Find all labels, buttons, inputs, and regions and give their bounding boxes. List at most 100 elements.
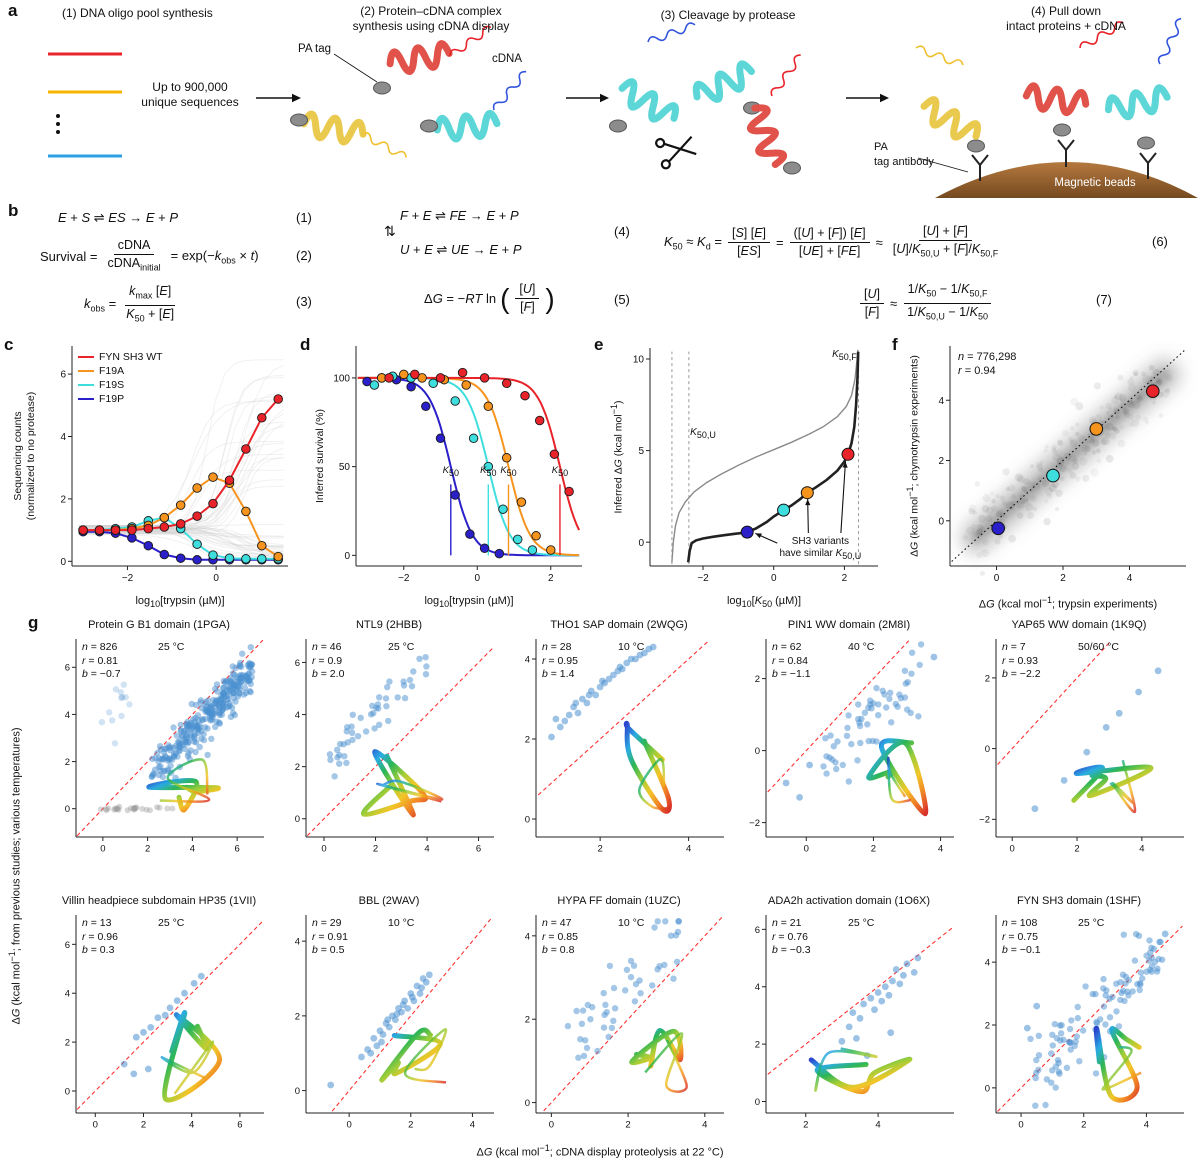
variant-point bbox=[841, 447, 855, 461]
legend-item: F19S bbox=[78, 378, 163, 392]
svg-text:−2: −2 bbox=[697, 573, 709, 584]
outlier-points bbox=[98, 681, 133, 747]
scatter-points bbox=[782, 653, 938, 801]
panel-label-f: f bbox=[892, 335, 898, 354]
annotation: K50 bbox=[442, 465, 459, 478]
equation-3-lhs: kobs = bbox=[84, 296, 117, 314]
svg-text:0: 0 bbox=[525, 1098, 530, 1109]
stats-block: n = 46 r = 0.9 b = 2.0 bbox=[312, 641, 345, 680]
g-subplot-1: Protein G B1 domain (1PGA) 0 2 4 6 0 2 4 6 n = 82… bbox=[46, 618, 272, 870]
step1-caption-line1: Up to 900,000 bbox=[152, 80, 228, 94]
stats-block: n = 21 r = 0.76 b = −0.3 bbox=[772, 917, 811, 956]
arrow-step1-to-step2 bbox=[256, 93, 301, 103]
oligo-pool-lines bbox=[48, 52, 122, 158]
zero-stability-points bbox=[97, 803, 176, 814]
svg-text:4: 4 bbox=[525, 931, 530, 942]
svg-text:0: 0 bbox=[771, 573, 777, 584]
g-subplot-title: Protein G B1 domain (1PGA) bbox=[88, 619, 230, 631]
protein-structure-cartoon bbox=[1093, 1025, 1142, 1103]
y-axis-label: Inferred survival (%) bbox=[314, 409, 326, 503]
svg-text:0: 0 bbox=[755, 746, 760, 757]
stats-block: n = 62 r = 0.84 b = −1.1 bbox=[772, 641, 811, 680]
temperature-label: 25 °C bbox=[848, 917, 875, 929]
svg-text:4: 4 bbox=[875, 1120, 880, 1131]
step4-title: (4) Pull down intact proteins + cDNA bbox=[940, 4, 1192, 33]
approx-sign: ≈ bbox=[875, 235, 883, 251]
equation-2-fraction: cDNA cDNAinitial bbox=[103, 238, 164, 276]
legend-swatch bbox=[78, 384, 94, 387]
chart-canvas: 0 2 4 6 0 2 4 6 bbox=[65, 639, 264, 855]
chart-canvas: 0 2 4 −2 0 2 bbox=[749, 639, 954, 855]
svg-text:2: 2 bbox=[295, 762, 300, 773]
legend-label: F19A bbox=[99, 365, 125, 377]
temperature-label: 40 °C bbox=[848, 641, 875, 653]
scatter-points bbox=[326, 654, 430, 780]
fraction-numerator: 1/K50 − 1/K50,F bbox=[903, 282, 992, 304]
svg-text:4: 4 bbox=[60, 432, 66, 443]
step2-title-line2: synthesis using cDNA display bbox=[352, 18, 510, 33]
fraction-denominator: 1/K50,U − 1/K50 bbox=[907, 304, 988, 322]
scatter-points bbox=[120, 972, 205, 1078]
fraction-denominator: [ES] bbox=[737, 244, 761, 259]
equation-2-lhs: Survival = bbox=[40, 249, 98, 265]
equation-1-number: (1) bbox=[296, 210, 312, 225]
equation-6-fraction-2: ([U] + [F]) [E] [UE] + [FE] bbox=[789, 226, 870, 259]
svg-text:0: 0 bbox=[1010, 844, 1015, 855]
magnetic-beads-label: Magnetic beads bbox=[1054, 177, 1136, 189]
svg-text:0: 0 bbox=[213, 573, 219, 584]
fraction-numerator: kmax [E] bbox=[125, 284, 176, 306]
g-subplot-title: BBL (2WAV) bbox=[358, 895, 420, 907]
panel-label-g: g bbox=[28, 613, 39, 632]
identity-line bbox=[767, 927, 953, 1075]
g-subplot-title: THO1 SAP domain (2WQG) bbox=[550, 619, 688, 631]
points-fyn-sh3-wt bbox=[384, 367, 574, 497]
protein-structure-cartoon bbox=[379, 1027, 443, 1083]
stats-block: n = 776,298 r = 0.94 bbox=[958, 351, 1017, 377]
svg-text:2: 2 bbox=[525, 1015, 530, 1026]
g-subplot-7: BBL (2WAV) 0 2 4 0 2 4 n = 29 r = 0.91 b = 0.5 10 … bbox=[276, 894, 502, 1146]
protein-structure-cartoon bbox=[1071, 764, 1154, 803]
svg-text:100: 100 bbox=[333, 374, 350, 385]
legend-item: F19P bbox=[78, 392, 163, 406]
g-subplot-9: ADA2h activation domain (1O6X) 2 4 0 2 4 6 n = … bbox=[736, 894, 962, 1146]
y-axis-label: Inferred ΔG (kcal mol−1) bbox=[609, 400, 625, 514]
x-axis-label: log10[trypsin (µM)] bbox=[424, 595, 514, 610]
svg-text:0: 0 bbox=[755, 1097, 760, 1108]
equation-5-lhs: ΔG = −RT ln bbox=[424, 291, 497, 306]
fraction-numerator: [U] bbox=[860, 287, 884, 304]
equation-7: [U] [F] ≈ 1/K50 − 1/K50,F 1/K50,U − 1/K50 bbox=[858, 282, 994, 324]
scatter-points bbox=[1027, 930, 1166, 1109]
svg-text:2: 2 bbox=[597, 844, 602, 855]
svg-text:10: 10 bbox=[633, 355, 645, 366]
x-axis-label: log10[trypsin (µM)] bbox=[135, 595, 225, 610]
svg-text:2: 2 bbox=[548, 573, 554, 584]
equation-7-fraction-l: [U] [F] bbox=[860, 287, 884, 320]
svg-text:4: 4 bbox=[702, 1120, 707, 1131]
svg-text:4: 4 bbox=[470, 1120, 475, 1131]
pa-tag-antibody-line1: PA bbox=[874, 141, 888, 153]
svg-text:2: 2 bbox=[842, 573, 848, 584]
svg-text:5: 5 bbox=[638, 446, 644, 457]
svg-text:2: 2 bbox=[373, 844, 378, 855]
g-subplot-title: HYPA FF domain (1UZC) bbox=[557, 895, 681, 907]
chart-canvas: 0 2 4 6 0 2 4 6 bbox=[65, 915, 264, 1131]
svg-text:0: 0 bbox=[525, 814, 530, 825]
series-fyn-sh3-wt bbox=[78, 394, 283, 535]
legend-swatch bbox=[78, 356, 94, 359]
chart-canvas: 0 2 4 0 2 4 bbox=[938, 346, 1186, 584]
svg-text:4: 4 bbox=[1139, 844, 1144, 855]
step4-title-line1: (4) Pull down bbox=[1030, 4, 1102, 18]
legend: FYN SH3 WT F19A F19S F19P bbox=[78, 350, 163, 406]
scatter-points bbox=[327, 971, 433, 1089]
g-subplot-title: Villin headpiece subdomain HP35 (1VII) bbox=[61, 895, 257, 907]
equation-2: Survival = cDNA cDNAinitial = exp(−kobs ×… bbox=[40, 238, 259, 276]
chart-canvas: −2 0 0 2 4 6 bbox=[60, 346, 288, 584]
equation-6: K50 ≈ Kd = [S] [E] [ES] = ([U] + [F]) [E]… bbox=[664, 224, 1004, 262]
g-subplot-3: THO1 SAP domain (2WQG) 2 4 0 2 4 n = 28 r = 0.9… bbox=[506, 618, 732, 870]
chart-canvas: 0 2 4 −2 0 2 bbox=[979, 639, 1184, 855]
identity-line bbox=[543, 916, 723, 1112]
g-subplot-title: ADA2h activation domain (1O6X) bbox=[767, 895, 931, 907]
equation-1: E + S ⇌ ES → E + P bbox=[58, 210, 178, 226]
temperature-label: 10 °C bbox=[388, 917, 415, 929]
